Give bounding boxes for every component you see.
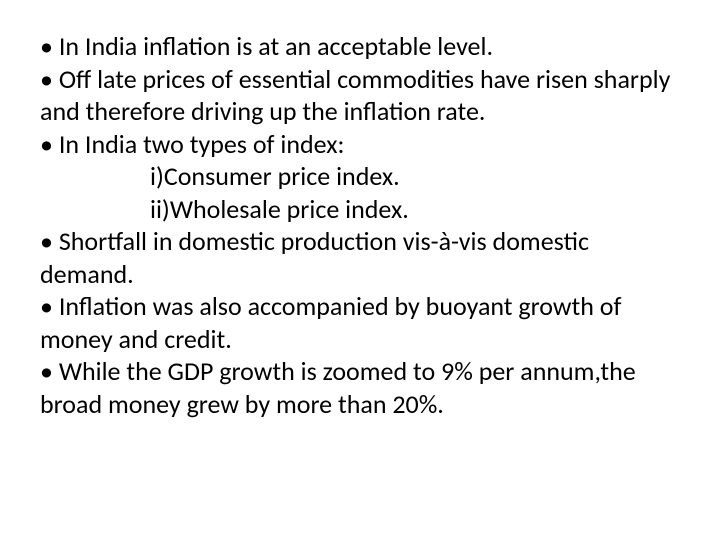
bullet-line: • Shortfall in domestic production vis-à… [40, 225, 680, 290]
bullet-line: • Inflation was also accompanied by buoy… [40, 290, 680, 355]
bullet-line: • While the GDP growth is zoomed to 9% p… [40, 355, 680, 420]
sub-item-line: i)Consumer price index. [40, 160, 680, 193]
bullet-line: • In India two types of index: [40, 128, 680, 161]
bullet-line: • Off late prices of essential commoditi… [40, 63, 680, 128]
sub-item-line: ii)Wholesale price index. [40, 193, 680, 226]
slide-body: • In India inflation is at an acceptable… [0, 0, 720, 540]
bullet-line: • In India inflation is at an acceptable… [40, 30, 680, 63]
